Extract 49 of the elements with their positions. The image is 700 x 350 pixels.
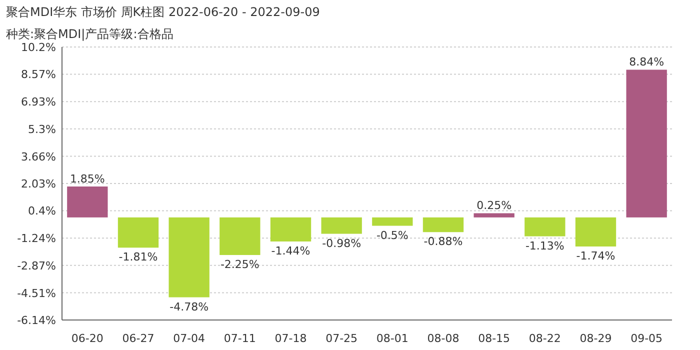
x-tick-label: 07-11: [224, 332, 256, 345]
data-label: -1.13%: [525, 239, 564, 252]
bar: [220, 217, 260, 256]
x-tick-label: 08-15: [478, 332, 510, 345]
bar: [422, 217, 464, 232]
x-tick-label: 06-27: [122, 332, 154, 345]
data-label: -2.25%: [220, 258, 260, 272]
y-tick-label: 0.4%: [28, 204, 56, 218]
bar: [372, 217, 413, 226]
bar: [168, 217, 210, 298]
data-label: 1.85%: [70, 172, 105, 186]
data-label: -0.98%: [322, 236, 362, 250]
data-label: -0.88%: [424, 235, 463, 248]
x-tick-label: 08-22: [528, 332, 561, 345]
x-tick-label: 08-08: [427, 332, 460, 345]
y-tick-label: 3.66%: [21, 150, 56, 164]
x-tick-label: 09-05: [630, 332, 663, 345]
bar: [67, 186, 108, 218]
bar: [524, 217, 566, 236]
y-tick-label: 10.2%: [21, 41, 56, 54]
chart-title: 聚合MDI华东 市场价 周K柱图 2022-06-20 - 2022-09-09: [6, 5, 320, 19]
data-label: 0.25%: [476, 199, 512, 212]
bar: [270, 217, 312, 242]
bar: [321, 217, 362, 234]
data-label: -1.81%: [118, 250, 158, 264]
x-tick-label: 07-18: [274, 332, 307, 345]
bar: [474, 213, 514, 218]
bar: [626, 70, 667, 218]
x-tick-label: 07-25: [326, 332, 358, 345]
x-tick-label: 08-01: [376, 332, 408, 345]
y-tick-label: 2.03%: [21, 178, 56, 190]
data-label: -1.44%: [271, 244, 310, 258]
y-tick-label: -4.51%: [17, 286, 56, 300]
data-label: -0.5%: [376, 228, 408, 242]
y-tick-label: 5.3%: [28, 122, 56, 136]
data-label: 8.84%: [629, 56, 664, 69]
data-label: -4.78%: [170, 300, 209, 314]
y-tick-label: 6.93%: [21, 96, 56, 109]
x-tick-label: 07-04: [173, 332, 206, 345]
x-tick-label: 08-29: [580, 332, 612, 345]
bar: [118, 217, 159, 248]
y-tick-label: 8.57%: [21, 68, 56, 82]
y-tick-label: -2.87%: [17, 259, 56, 272]
bar: [575, 217, 616, 246]
y-tick-label: -6.14%: [17, 314, 56, 327]
data-label: -1.74%: [576, 249, 616, 262]
x-tick-label: 06-20: [71, 332, 104, 345]
chart-subtitle: 种类:聚合MDI|产品等级:合格品: [6, 27, 174, 41]
y-tick-label: -1.24%: [17, 232, 56, 246]
